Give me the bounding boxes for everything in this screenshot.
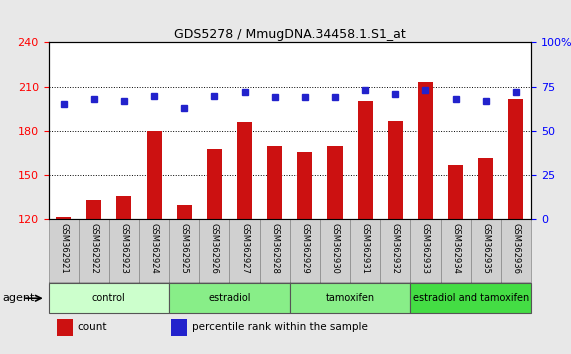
Text: GSM362931: GSM362931	[361, 223, 369, 274]
Text: estradiol and tamoxifen: estradiol and tamoxifen	[413, 293, 529, 303]
Bar	[86, 200, 101, 219]
Text: agent: agent	[3, 293, 35, 303]
Bar	[57, 319, 73, 336]
Bar	[56, 217, 71, 219]
Text: GSM362930: GSM362930	[331, 223, 340, 274]
Bar	[448, 165, 463, 219]
Text: GSM362936: GSM362936	[512, 223, 520, 274]
Text: GSM362934: GSM362934	[451, 223, 460, 274]
Bar	[199, 219, 230, 283]
Bar	[508, 98, 524, 219]
Text: GSM362929: GSM362929	[300, 223, 309, 273]
Bar	[49, 219, 79, 283]
Bar	[79, 219, 109, 283]
Text: control: control	[92, 293, 126, 303]
Text: GSM362925: GSM362925	[180, 223, 189, 273]
Bar	[230, 219, 260, 283]
Bar	[289, 283, 411, 313]
Bar	[350, 219, 380, 283]
Text: percentile rank within the sample: percentile rank within the sample	[192, 322, 368, 332]
Bar	[169, 283, 289, 313]
Text: GSM362926: GSM362926	[210, 223, 219, 274]
Bar	[388, 121, 403, 219]
Bar	[176, 205, 192, 219]
Bar	[289, 219, 320, 283]
Bar	[380, 219, 411, 283]
Bar	[441, 219, 471, 283]
Bar	[49, 283, 169, 313]
Text: count: count	[78, 322, 107, 332]
Bar	[478, 158, 493, 219]
Bar	[171, 319, 187, 336]
Text: GSM362923: GSM362923	[119, 223, 128, 274]
Bar	[139, 219, 169, 283]
Text: GSM362935: GSM362935	[481, 223, 490, 274]
Bar	[297, 152, 312, 219]
Text: tamoxifen: tamoxifen	[325, 293, 375, 303]
Bar	[260, 219, 289, 283]
Bar	[328, 146, 343, 219]
Bar	[320, 219, 350, 283]
Text: GSM362927: GSM362927	[240, 223, 249, 274]
Text: estradiol: estradiol	[208, 293, 251, 303]
Bar	[471, 219, 501, 283]
Bar	[237, 122, 252, 219]
Bar	[116, 196, 131, 219]
Text: GSM362922: GSM362922	[89, 223, 98, 273]
Bar	[147, 131, 162, 219]
Bar	[169, 219, 199, 283]
Bar	[411, 283, 531, 313]
Title: GDS5278 / MmugDNA.34458.1.S1_at: GDS5278 / MmugDNA.34458.1.S1_at	[174, 28, 405, 41]
Bar	[109, 219, 139, 283]
Text: GSM362933: GSM362933	[421, 223, 430, 274]
Bar	[267, 146, 282, 219]
Bar	[207, 149, 222, 219]
Text: GSM362928: GSM362928	[270, 223, 279, 274]
Text: GSM362924: GSM362924	[150, 223, 159, 273]
Bar	[418, 82, 433, 219]
Text: GSM362921: GSM362921	[59, 223, 68, 273]
Text: GSM362932: GSM362932	[391, 223, 400, 274]
Bar	[501, 219, 531, 283]
Bar	[411, 219, 441, 283]
Bar	[357, 102, 373, 219]
